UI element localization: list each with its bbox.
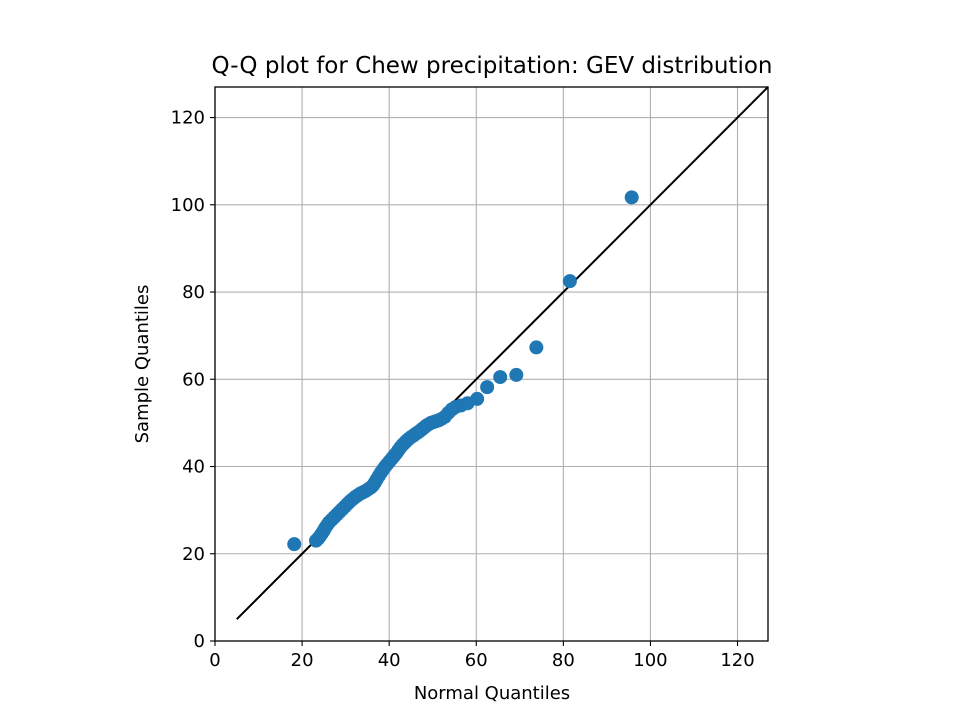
y-tick-label: 100 [171,195,205,216]
x-tick-label: 0 [209,650,220,671]
x-tick-label: 80 [552,650,575,671]
y-tick-label: 20 [182,544,205,565]
data-point [287,537,302,552]
x-tick-label: 20 [291,650,314,671]
y-tick-label: 120 [171,108,205,129]
data-point [562,274,577,289]
data-point [624,190,639,205]
x-axis-ticks: 0 20 40 60 80 100 120 [209,641,755,671]
data-point [480,380,495,395]
plot-frame [214,86,769,642]
x-tick-label: 100 [633,650,667,671]
x-tick-label: 40 [378,650,401,671]
y-axis-label: Sample Quantiles [132,285,153,444]
data-point [493,370,508,385]
y-tick-label: 0 [194,631,205,652]
data-point [509,367,524,382]
y-tick-label: 80 [182,282,205,303]
x-tick-label: 60 [465,650,488,671]
y-tick-label: 60 [182,369,205,390]
y-axis-ticks: 0 20 40 60 80 100 120 [171,108,215,652]
data-points [287,190,639,552]
chart-title: Q-Q plot for Chew precipitation: GEV dis… [212,53,773,79]
data-point [470,391,485,406]
y-tick-label: 40 [182,457,205,478]
x-tick-label: 120 [720,650,754,671]
x-axis-label: Normal Quantiles [414,683,570,704]
data-point [529,340,544,355]
